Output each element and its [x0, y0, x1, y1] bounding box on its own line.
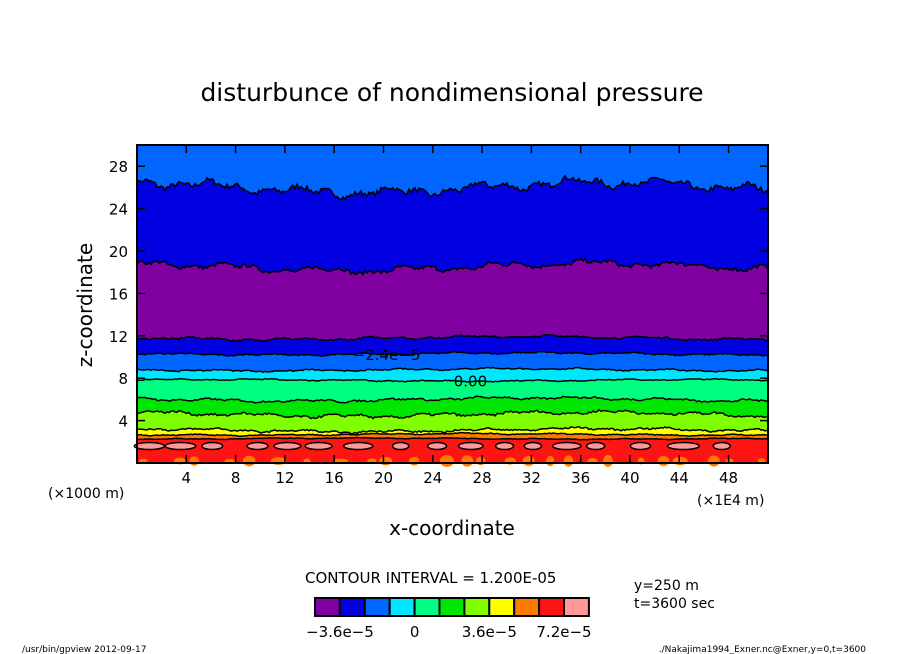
colorbar-swatch — [388, 597, 416, 617]
x-tick-label: 12 — [275, 469, 294, 487]
contour-line — [136, 350, 768, 358]
contour-line — [136, 366, 768, 374]
x-tick-label: 48 — [719, 469, 738, 487]
contour-interval: CONTOUR INTERVAL = 1.200E-05 — [305, 569, 556, 587]
colorbar-swatch — [438, 597, 466, 617]
y-tick-label: 20 — [109, 243, 128, 261]
colorbar-label: 3.6e−5 — [462, 623, 517, 641]
contour-label: 0.00 — [454, 372, 487, 390]
contour-cell-max — [457, 441, 484, 451]
contour-label: −2.4e−5 — [353, 346, 421, 364]
contour-cell-max — [494, 441, 515, 451]
contour-cell-low — [461, 455, 474, 467]
contour-cell-max — [246, 441, 269, 451]
contour-cell-low — [242, 455, 256, 467]
y-tick-label: 24 — [109, 201, 128, 219]
x-tick-label: 4 — [182, 469, 192, 487]
contour-cell-low — [603, 455, 613, 467]
colorbar: −3.6e−5 0 3.6e−5 7.2e−5 — [306, 597, 592, 641]
contour-line — [136, 174, 768, 201]
x-tick-label: 40 — [620, 469, 639, 487]
footer-right: ./Nakajima1994_Exner.nc@Exner,y=0,t=3600 — [659, 645, 867, 654]
contour-line — [136, 425, 768, 435]
contour-cell-low — [379, 456, 393, 466]
x-tick-label: 8 — [231, 469, 241, 487]
colorbar-swatch — [538, 597, 565, 617]
y-tick-label: 8 — [118, 370, 128, 388]
x-tick-label: 36 — [571, 469, 590, 487]
colorbar-label: −3.6e−5 — [306, 623, 374, 641]
contour-cell-max — [426, 441, 448, 451]
plot-frame — [136, 144, 769, 464]
contour-cell-low — [409, 456, 420, 466]
x-tick-label: 32 — [522, 469, 541, 487]
contour-cell-low — [522, 456, 535, 466]
x-unit-note: (×1E4 m) — [697, 493, 764, 509]
contour-line — [136, 257, 768, 277]
contour-cell-low — [657, 456, 670, 466]
y-tick-label: 28 — [109, 158, 128, 176]
contour-cell-max — [523, 441, 543, 451]
contour-cell-low — [546, 455, 555, 467]
y-tick-label: 16 — [109, 285, 128, 303]
x-tick-label: 20 — [374, 469, 393, 487]
colorbar-label: 7.2e−5 — [536, 623, 591, 641]
contour-line — [136, 333, 768, 343]
contour-cell-max — [391, 441, 410, 451]
y-unit-note: (×1000 m) — [48, 486, 124, 502]
colorbar-swatch — [314, 597, 341, 617]
contour-line — [136, 377, 768, 383]
colorbar-swatch — [413, 597, 441, 617]
contour-cell-max — [585, 441, 606, 451]
contour-cell-low — [189, 456, 200, 466]
contour-cell-low — [439, 455, 455, 467]
contour-cell-max — [273, 441, 302, 451]
y-tick-label: 4 — [118, 413, 128, 431]
plot-area — [133, 145, 768, 467]
colorbar-swatch — [338, 597, 366, 617]
colorbar-swatch — [488, 597, 516, 617]
contour-cell-max — [712, 441, 732, 451]
x-tick-label: 16 — [325, 469, 344, 487]
contour-cell-low — [563, 455, 574, 467]
contour-cell-max — [133, 441, 166, 451]
footer-left: /usr/bin/gpview 2012-09-17 — [22, 645, 146, 654]
y-axis-label: z-coordinate — [73, 243, 97, 367]
x-axis-label: x-coordinate — [389, 516, 515, 540]
contour-line — [136, 408, 768, 420]
contour-cell-max — [201, 441, 224, 451]
contour-line — [136, 436, 768, 441]
colorbar-swatch — [563, 597, 590, 617]
contour-cell-max — [666, 441, 700, 451]
contour-labels: −2.4e−5 0.00 — [353, 346, 487, 391]
y-value-info: y=250 m — [634, 578, 699, 594]
contour-line — [136, 395, 768, 404]
x-tick-label: 44 — [670, 469, 689, 487]
t-value-info: t=3600 sec — [634, 596, 715, 612]
colorbar-swatch — [513, 597, 541, 617]
contour-cell-max — [164, 441, 197, 451]
chart-title: disturbunce of nondimensional pressure — [200, 78, 703, 107]
contour-line — [136, 431, 768, 438]
contour-cell-max — [342, 441, 374, 451]
colorbar-label: 0 — [410, 623, 420, 641]
contour-cell-max — [551, 441, 582, 451]
colorbar-swatch — [363, 597, 391, 617]
contour-cell-low — [708, 455, 720, 467]
x-tick-label: 28 — [473, 469, 492, 487]
x-tick-label: 24 — [423, 469, 442, 487]
y-tick-label: 12 — [109, 328, 128, 346]
colorbar-swatch — [463, 597, 491, 617]
contour-cell-max — [304, 441, 333, 451]
contour-cell-max — [629, 441, 652, 451]
